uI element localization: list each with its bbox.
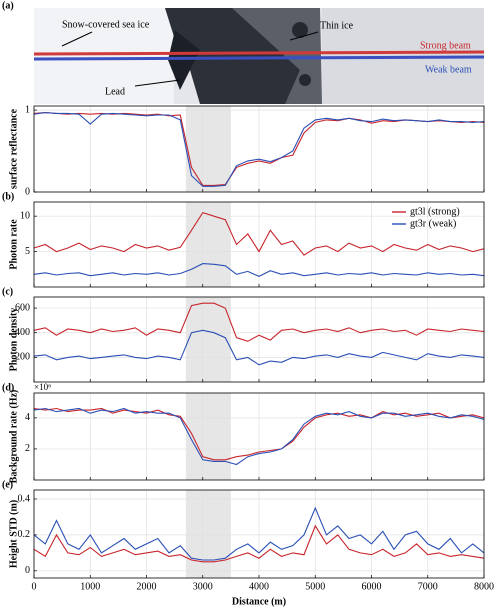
axis-exponent: ×10⁶ xyxy=(34,382,51,392)
plot-frame xyxy=(33,489,485,579)
y-tick-label: 400 xyxy=(15,327,30,338)
panel-label: (b) xyxy=(2,191,14,202)
dark-patch xyxy=(292,22,308,38)
weak-beam-track xyxy=(33,55,485,61)
snow-ice xyxy=(34,8,174,104)
x-tick-label: 5000 xyxy=(305,581,325,592)
x-axis-label: Distance (m) xyxy=(232,596,286,607)
panel-label: (e) xyxy=(2,479,13,490)
data-line xyxy=(33,302,485,342)
y-tick-label: 10 xyxy=(20,210,30,221)
data-line xyxy=(33,329,485,366)
arrow xyxy=(134,79,181,87)
arrow xyxy=(289,31,319,41)
dark-water xyxy=(168,30,200,90)
panel: 0 1 surface reflectance xyxy=(8,104,485,197)
image-label: Strong beam xyxy=(420,40,471,51)
y-tick-label: 5 xyxy=(25,246,30,257)
panel: 2 4 Background rate (Hz)(d) ×10⁶ xyxy=(2,382,485,484)
image-label: Lead xyxy=(105,86,125,97)
y-axis-label: Photon density xyxy=(8,308,19,372)
data-line xyxy=(33,524,485,563)
plot-frame xyxy=(33,296,485,383)
plot-frame xyxy=(33,392,485,481)
image-label: Weak beam xyxy=(425,64,472,75)
panel: 0 1000 2000 3000 4000 5000 6000 7000 8000 0 0.2 0.4… xyxy=(2,479,494,607)
y-axis-label: Height STD (m) xyxy=(8,500,19,568)
highlight-region xyxy=(185,106,231,192)
highlight-region xyxy=(185,490,231,578)
data-line xyxy=(33,211,485,256)
legend-label: gt3r (weak) xyxy=(410,218,456,229)
panel-label: (c) xyxy=(2,286,13,297)
x-tick-label: 7000 xyxy=(418,581,438,592)
plot-frame xyxy=(33,105,485,193)
x-tick-label: 2000 xyxy=(137,581,157,592)
dark-patch xyxy=(299,74,311,86)
image-label: Thin ice xyxy=(320,20,354,31)
y-tick-label: 2 xyxy=(25,443,30,454)
data-line xyxy=(33,506,485,561)
y-tick-label: 0 xyxy=(25,565,30,576)
data-line xyxy=(33,263,485,278)
y-tick-label: 4 xyxy=(25,412,30,423)
x-tick-label: 8000 xyxy=(474,581,494,592)
y-tick-label: 600 xyxy=(15,302,30,313)
y-tick-label: 0 xyxy=(25,186,30,197)
y-axis-label: surface reflectance xyxy=(8,108,19,189)
arrow xyxy=(61,31,93,47)
y-axis-label: Background rate (Hz) xyxy=(8,390,19,484)
y-tick-label: 200 xyxy=(15,352,30,363)
highlight-region xyxy=(185,297,231,382)
image-label: Snow-covered sea ice xyxy=(62,19,150,30)
strong-beam-track xyxy=(33,50,485,56)
plot-frame xyxy=(33,201,485,288)
x-tick-label: 1000 xyxy=(80,581,100,592)
y-tick-label: 0.2 xyxy=(18,529,31,540)
x-tick-label: 4000 xyxy=(249,581,269,592)
x-tick-label: 3000 xyxy=(193,581,213,592)
data-line xyxy=(33,112,485,187)
legend-label: gt3l (strong) xyxy=(410,206,460,217)
data-line xyxy=(33,407,485,466)
x-tick-label: 6000 xyxy=(362,581,382,592)
x-tick-label: 0 xyxy=(32,581,37,592)
panel-label: (a) xyxy=(2,0,14,11)
y-tick-label: 0.4 xyxy=(18,493,31,504)
satellite-image: Snow-covered sea ice Thin ice Lead Stron… xyxy=(2,0,485,104)
y-axis-label: Photon rate xyxy=(8,219,19,270)
panel-label: (d) xyxy=(2,382,14,393)
y-tick-label: 1 xyxy=(25,104,30,115)
